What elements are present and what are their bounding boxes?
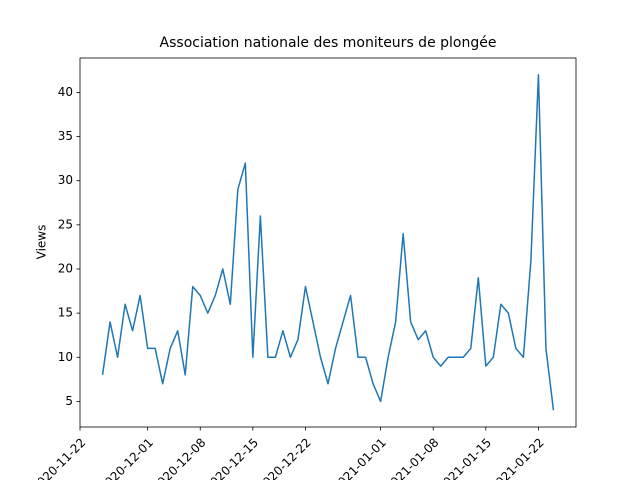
y-axis-label: Views	[35, 225, 49, 260]
chart-title: Association nationale des moniteurs de p…	[160, 35, 497, 51]
plot-frame	[79, 57, 577, 428]
y-tick-label: 5	[65, 394, 73, 408]
y-tick-label: 30	[58, 173, 73, 187]
y-tick-label: 40	[58, 85, 73, 99]
data-line	[101, 74, 555, 411]
y-tick-label: 20	[58, 261, 73, 275]
y-tick-label: 10	[58, 350, 73, 364]
y-tick-label: 35	[58, 129, 73, 143]
y-tick-label: 25	[58, 217, 73, 231]
y-tick-label: 15	[58, 306, 73, 320]
